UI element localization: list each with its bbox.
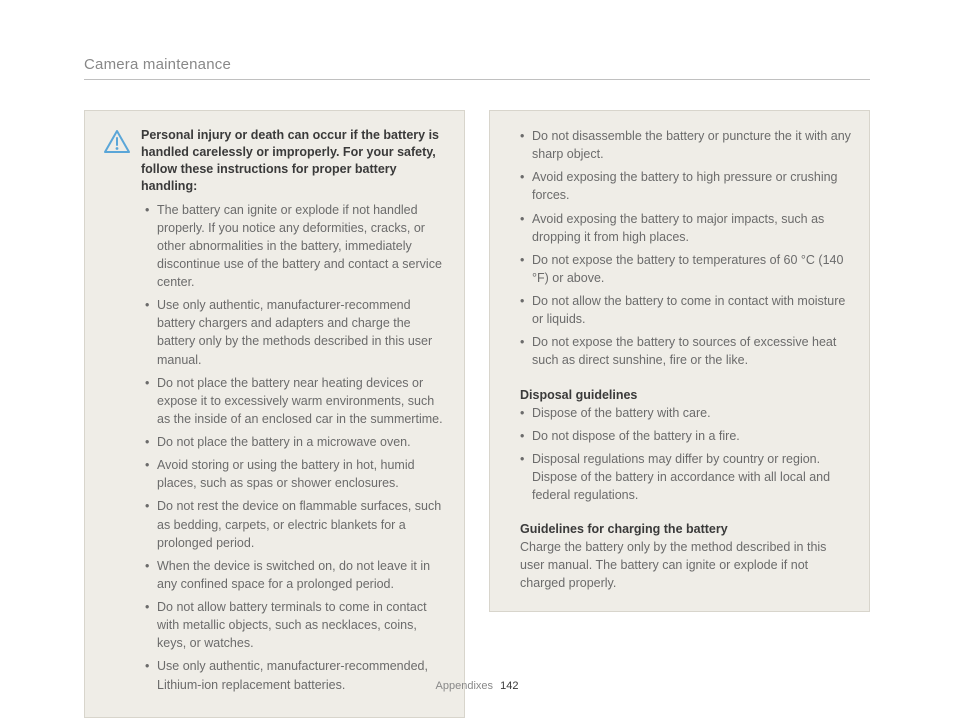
list-item: Avoid exposing the battery to major impa… [520,210,851,246]
list-item: When the device is switched on, do not l… [145,557,446,593]
list-item: Do not dispose of the battery in a fire. [520,427,851,445]
list-item: Do not expose the battery to sources of … [520,333,851,369]
warning-heading: Personal injury or death can occur if th… [141,127,446,195]
list-item: Do not place the battery near heating de… [145,374,446,428]
page-footer: Appendixes 142 [0,680,954,692]
warning-icon [103,129,131,160]
disposal-heading: Disposal guidelines [520,388,851,402]
content-area: Personal injury or death can occur if th… [84,110,870,718]
right-column: Do not disassemble the battery or punctu… [489,110,870,718]
left-bullet-list: The battery can ignite or explode if not… [145,201,446,694]
right-top-bullet-list: Do not disassemble the battery or punctu… [520,127,851,370]
warning-box-right: Do not disassemble the battery or punctu… [489,110,870,612]
list-item: Do not place the battery in a microwave … [145,433,446,451]
footer-section: Appendixes [436,680,494,692]
list-item: Do not rest the device on flammable surf… [145,497,446,551]
list-item: Do not expose the battery to temperature… [520,251,851,287]
charging-text: Charge the battery only by the method de… [520,538,851,592]
header-title: Camera maintenance [84,56,870,73]
list-item: Do not disassemble the battery or punctu… [520,127,851,163]
warning-row: Personal injury or death can occur if th… [103,127,446,195]
list-item: Use only authentic, manufacturer-recomme… [145,296,446,369]
list-item: Do not allow the battery to come in cont… [520,292,851,328]
charging-heading: Guidelines for charging the battery [520,522,851,536]
list-item: Avoid exposing the battery to high press… [520,168,851,204]
list-item: Dispose of the battery with care. [520,404,851,422]
footer-page-number: 142 [500,680,518,692]
list-item: The battery can ignite or explode if not… [145,201,446,292]
page-header: Camera maintenance [84,56,870,80]
warning-box-left: Personal injury or death can occur if th… [84,110,465,718]
disposal-bullet-list: Dispose of the battery with care. Do not… [520,404,851,505]
list-item: Disposal regulations may differ by count… [520,450,851,504]
left-column: Personal injury or death can occur if th… [84,110,465,718]
list-item: Avoid storing or using the battery in ho… [145,456,446,492]
list-item: Do not allow battery terminals to come i… [145,598,446,652]
